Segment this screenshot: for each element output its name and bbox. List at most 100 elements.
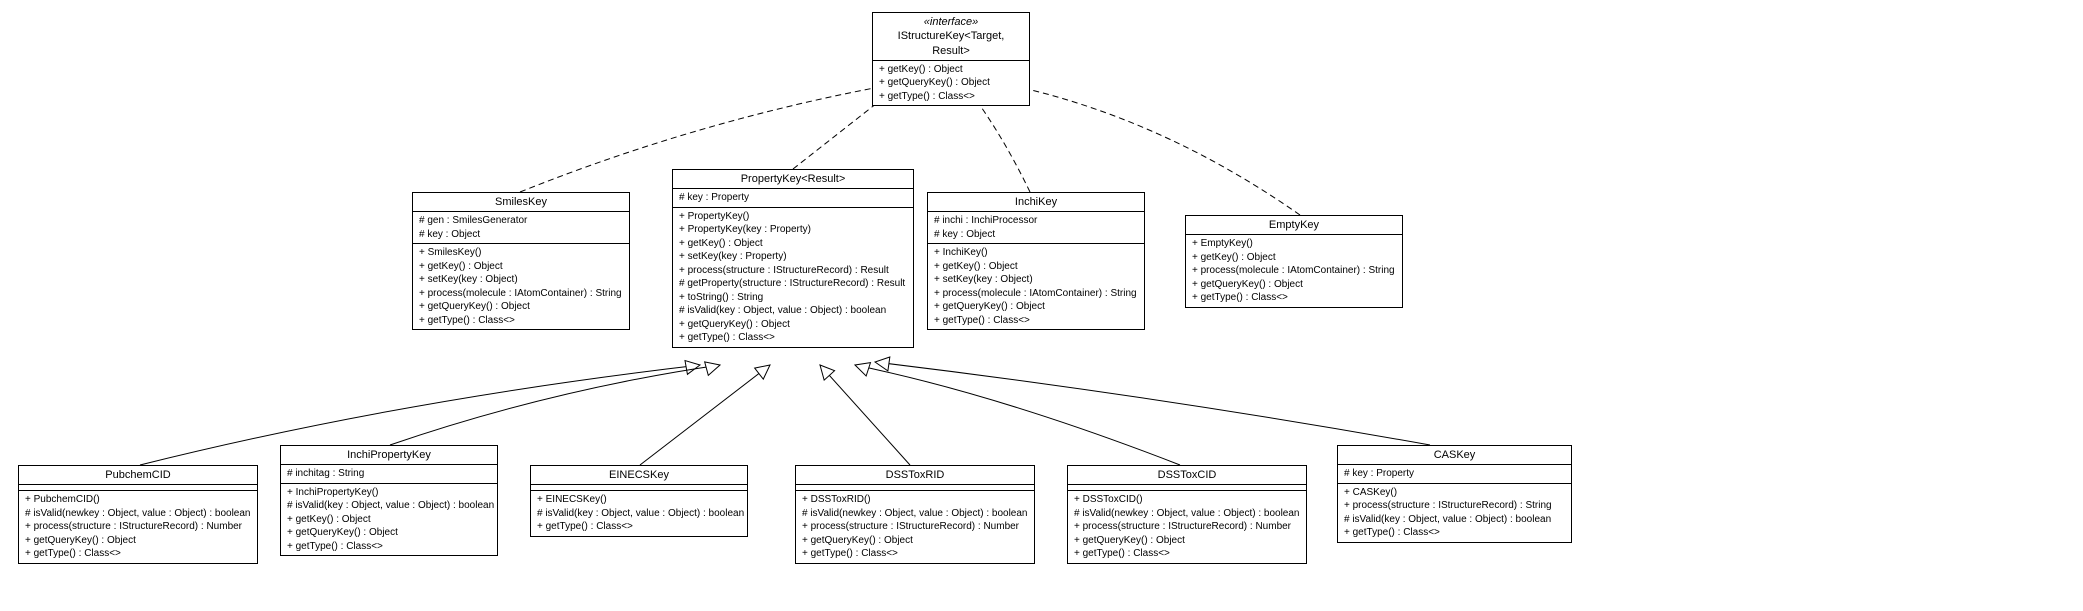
class-propertykey: PropertyKey<Result> # key : Property + P… bbox=[672, 169, 914, 348]
uml-member: + getKey() : Object bbox=[679, 237, 907, 251]
uml-member: # key : Property bbox=[679, 191, 907, 205]
uml-member: + process(structure : IStructureRecord) … bbox=[1344, 499, 1565, 513]
class-smileskey: SmilesKey # gen : SmilesGenerator# key :… bbox=[412, 192, 630, 330]
uml-member: # isValid(newkey : Object, value : Objec… bbox=[25, 507, 251, 521]
uml-member: + getQueryKey() : Object bbox=[934, 300, 1138, 314]
uml-member: + getType() : Class<> bbox=[879, 90, 1023, 104]
uml-member: + getKey() : Object bbox=[1192, 251, 1396, 265]
uml-member: + process(molecule : IAtomContainer) : S… bbox=[419, 287, 623, 301]
class-name: PropertyKey<Result> bbox=[679, 172, 907, 186]
uml-member: + PubchemCID() bbox=[25, 493, 251, 507]
uml-member: + getType() : Class<> bbox=[1344, 526, 1565, 540]
class-pubchemcid: PubchemCID + PubchemCID()# isValid(newke… bbox=[18, 465, 258, 564]
uml-member: + toString() : String bbox=[679, 291, 907, 305]
class-einecskey: EINECSKey + EINECSKey()# isValid(key : O… bbox=[530, 465, 748, 537]
class-name: InchiPropertyKey bbox=[287, 448, 491, 462]
uml-member: + getType() : Class<> bbox=[287, 540, 491, 554]
uml-member: + getType() : Class<> bbox=[679, 331, 907, 345]
class-inchipropertykey: InchiPropertyKey # inchitag : String + I… bbox=[280, 445, 498, 556]
uml-member: + process(structure : IStructureRecord) … bbox=[25, 520, 251, 534]
uml-member: + getKey() : Object bbox=[419, 260, 623, 274]
uml-member: + getQueryKey() : Object bbox=[287, 526, 491, 540]
class-inchikey: InchiKey # inchi : InchiProcessor# key :… bbox=[927, 192, 1145, 330]
uml-member: + DSSToxCID() bbox=[1074, 493, 1300, 507]
class-name: DSSToxCID bbox=[1074, 468, 1300, 482]
uml-member: + EINECSKey() bbox=[537, 493, 741, 507]
uml-member: + process(structure : IStructureRecord) … bbox=[802, 520, 1028, 534]
uml-member: + getKey() : Object bbox=[934, 260, 1138, 274]
uml-member: + getType() : Class<> bbox=[419, 314, 623, 328]
uml-member: + getType() : Class<> bbox=[934, 314, 1138, 328]
class-name: InchiKey bbox=[934, 195, 1138, 209]
uml-member: # inchitag : String bbox=[287, 467, 491, 481]
class-name: IStructureKey<Target, Result> bbox=[879, 29, 1023, 58]
uml-member: # isValid(key : Object, value : Object) … bbox=[537, 507, 741, 521]
uml-member: + getQueryKey() : Object bbox=[25, 534, 251, 548]
uml-member: + PropertyKey(key : Property) bbox=[679, 223, 907, 237]
class-emptykey: EmptyKey + EmptyKey()+ getKey() : Object… bbox=[1185, 215, 1403, 308]
uml-member: + process(molecule : IAtomContainer) : S… bbox=[1192, 264, 1396, 278]
uml-member: # isValid(key : Object, value : Object) … bbox=[287, 499, 491, 513]
methods: + CASKey()+ process(structure : IStructu… bbox=[1338, 484, 1571, 542]
uml-member: + getQueryKey() : Object bbox=[1192, 278, 1396, 292]
uml-member: + process(structure : IStructureRecord) … bbox=[679, 264, 907, 278]
attributes: # inchi : InchiProcessor# key : Object bbox=[928, 212, 1144, 244]
uml-member: + getKey() : Object bbox=[287, 513, 491, 527]
class-name: CASKey bbox=[1344, 448, 1565, 462]
attributes: # gen : SmilesGenerator# key : Object bbox=[413, 212, 629, 244]
uml-member: + getQueryKey() : Object bbox=[419, 300, 623, 314]
uml-member: + process(structure : IStructureRecord) … bbox=[1074, 520, 1300, 534]
class-istructurekey: «interface» IStructureKey<Target, Result… bbox=[872, 12, 1030, 106]
attributes: # key : Property bbox=[673, 189, 913, 208]
uml-member: + getQueryKey() : Object bbox=[879, 76, 1023, 90]
uml-member: # isValid(newkey : Object, value : Objec… bbox=[1074, 507, 1300, 521]
class-name: EINECSKey bbox=[537, 468, 741, 482]
class-name: EmptyKey bbox=[1192, 218, 1396, 232]
uml-member: + SmilesKey() bbox=[419, 246, 623, 260]
uml-member: + getQueryKey() : Object bbox=[1074, 534, 1300, 548]
class-caskey: CASKey # key : Property + CASKey()+ proc… bbox=[1337, 445, 1572, 543]
uml-member: + process(molecule : IAtomContainer) : S… bbox=[934, 287, 1138, 301]
uml-member: + InchiPropertyKey() bbox=[287, 486, 491, 500]
methods: + InchiKey()+ getKey() : Object+ setKey(… bbox=[928, 244, 1144, 329]
uml-member: + getQueryKey() : Object bbox=[802, 534, 1028, 548]
uml-member: # isValid(key : Object, value : Object) … bbox=[1344, 513, 1565, 527]
methods: + PropertyKey()+ PropertyKey(key : Prope… bbox=[673, 208, 913, 347]
methods: + EmptyKey()+ getKey() : Object+ process… bbox=[1186, 235, 1402, 307]
uml-member: + getType() : Class<> bbox=[537, 520, 741, 534]
methods: + PubchemCID()# isValid(newkey : Object,… bbox=[19, 491, 257, 563]
uml-member: # gen : SmilesGenerator bbox=[419, 214, 623, 228]
uml-member: + setKey(key : Object) bbox=[419, 273, 623, 287]
uml-member: + PropertyKey() bbox=[679, 210, 907, 224]
methods: + getKey() : Object+ getQueryKey() : Obj… bbox=[873, 61, 1029, 106]
methods: + SmilesKey()+ getKey() : Object+ setKey… bbox=[413, 244, 629, 329]
uml-member: # getProperty(structure : IStructureReco… bbox=[679, 277, 907, 291]
uml-member: + getType() : Class<> bbox=[1192, 291, 1396, 305]
attributes: # key : Property bbox=[1338, 465, 1571, 484]
uml-member: + CASKey() bbox=[1344, 486, 1565, 500]
uml-member: + getType() : Class<> bbox=[802, 547, 1028, 561]
attributes: # inchitag : String bbox=[281, 465, 497, 484]
uml-member: + InchiKey() bbox=[934, 246, 1138, 260]
uml-member: # key : Object bbox=[419, 228, 623, 242]
class-name: DSSToxRID bbox=[802, 468, 1028, 482]
uml-member: + setKey(key : Property) bbox=[679, 250, 907, 264]
uml-member: # isValid(newkey : Object, value : Objec… bbox=[802, 507, 1028, 521]
stereotype: «interface» bbox=[879, 15, 1023, 29]
class-dsstoxrid: DSSToxRID + DSSToxRID()# isValid(newkey … bbox=[795, 465, 1035, 564]
methods: + EINECSKey()# isValid(key : Object, val… bbox=[531, 491, 747, 536]
uml-member: + setKey(key : Object) bbox=[934, 273, 1138, 287]
uml-member: + getType() : Class<> bbox=[1074, 547, 1300, 561]
uml-member: # key : Object bbox=[934, 228, 1138, 242]
class-dsstoxcid: DSSToxCID + DSSToxCID()# isValid(newkey … bbox=[1067, 465, 1307, 564]
uml-member: # key : Property bbox=[1344, 467, 1565, 481]
uml-member: + getType() : Class<> bbox=[25, 547, 251, 561]
uml-member: + DSSToxRID() bbox=[802, 493, 1028, 507]
class-name: PubchemCID bbox=[25, 468, 251, 482]
methods: + DSSToxRID()# isValid(newkey : Object, … bbox=[796, 491, 1034, 563]
uml-member: + getKey() : Object bbox=[879, 63, 1023, 77]
uml-member: + getQueryKey() : Object bbox=[679, 318, 907, 332]
class-name: SmilesKey bbox=[419, 195, 623, 209]
methods: + InchiPropertyKey()# isValid(key : Obje… bbox=[281, 484, 497, 556]
uml-member: # inchi : InchiProcessor bbox=[934, 214, 1138, 228]
